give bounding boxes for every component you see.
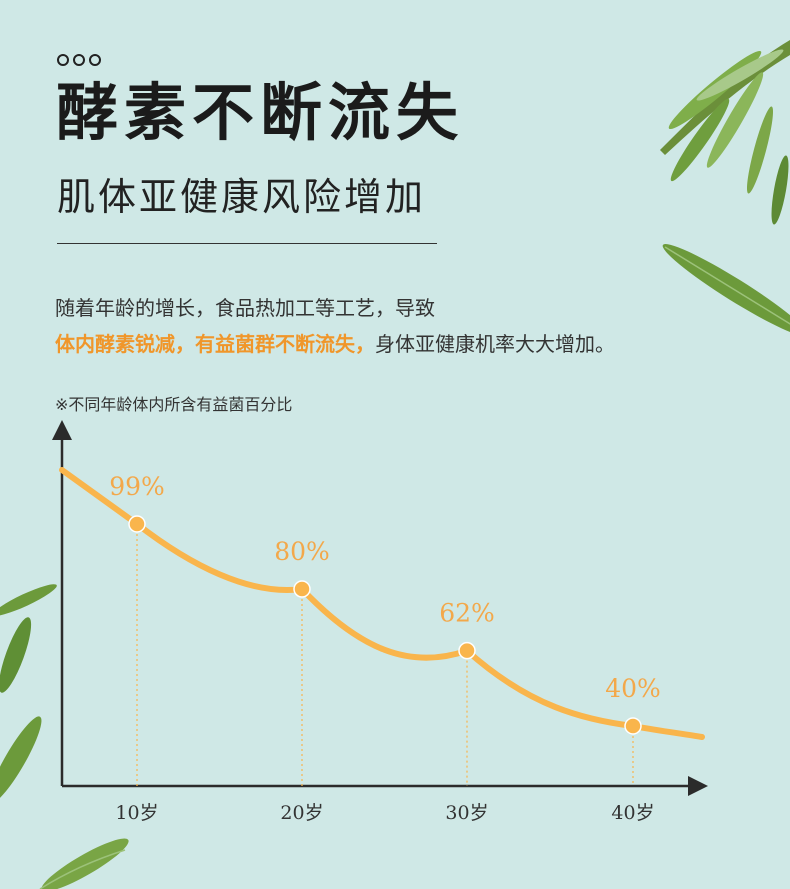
data-label: 80%: [274, 537, 330, 566]
x-tick-label: 40岁: [611, 802, 654, 824]
description-paragraph: 随着年龄的增长，食品热加工等工艺，导致 体内酵素锐减，有益菌群不断流失，身体亚健…: [55, 290, 615, 362]
circle-icon: [73, 54, 85, 66]
data-label: 40%: [605, 674, 661, 703]
data-point: [624, 717, 642, 735]
circle-icon: [57, 54, 69, 66]
data-label: 62%: [439, 599, 495, 628]
chart-note: ※不同年龄体内所含有益菌百分比: [55, 395, 293, 414]
page-subtitle: 肌体亚健康风险增加: [57, 175, 427, 219]
description-line-1: 随着年龄的增长，食品热加工等工艺，导致: [55, 296, 435, 320]
x-tick-label: 30岁: [445, 802, 488, 824]
data-point: [458, 641, 476, 660]
description-line-2-rest: 身体亚健康机率大大增加。: [375, 332, 615, 356]
x-axis-arrow: [688, 776, 708, 796]
page-title: 酵素不断流失: [56, 76, 465, 149]
decorative-dots: [57, 54, 101, 66]
title-divider: [57, 243, 437, 244]
data-point: [293, 580, 311, 598]
y-axis-arrow: [52, 420, 72, 440]
x-tick-label: 20岁: [280, 802, 323, 824]
x-tick-label: 10岁: [115, 802, 158, 824]
description-line-2: 体内酵素锐减，有益菌群不断流失，身体亚健康机率大大增加。: [55, 326, 615, 362]
data-label: 99%: [109, 472, 165, 501]
data-point: [128, 515, 146, 533]
description-highlight: 体内酵素锐减，有益菌群不断流失，: [55, 332, 375, 356]
circle-icon: [89, 54, 101, 66]
